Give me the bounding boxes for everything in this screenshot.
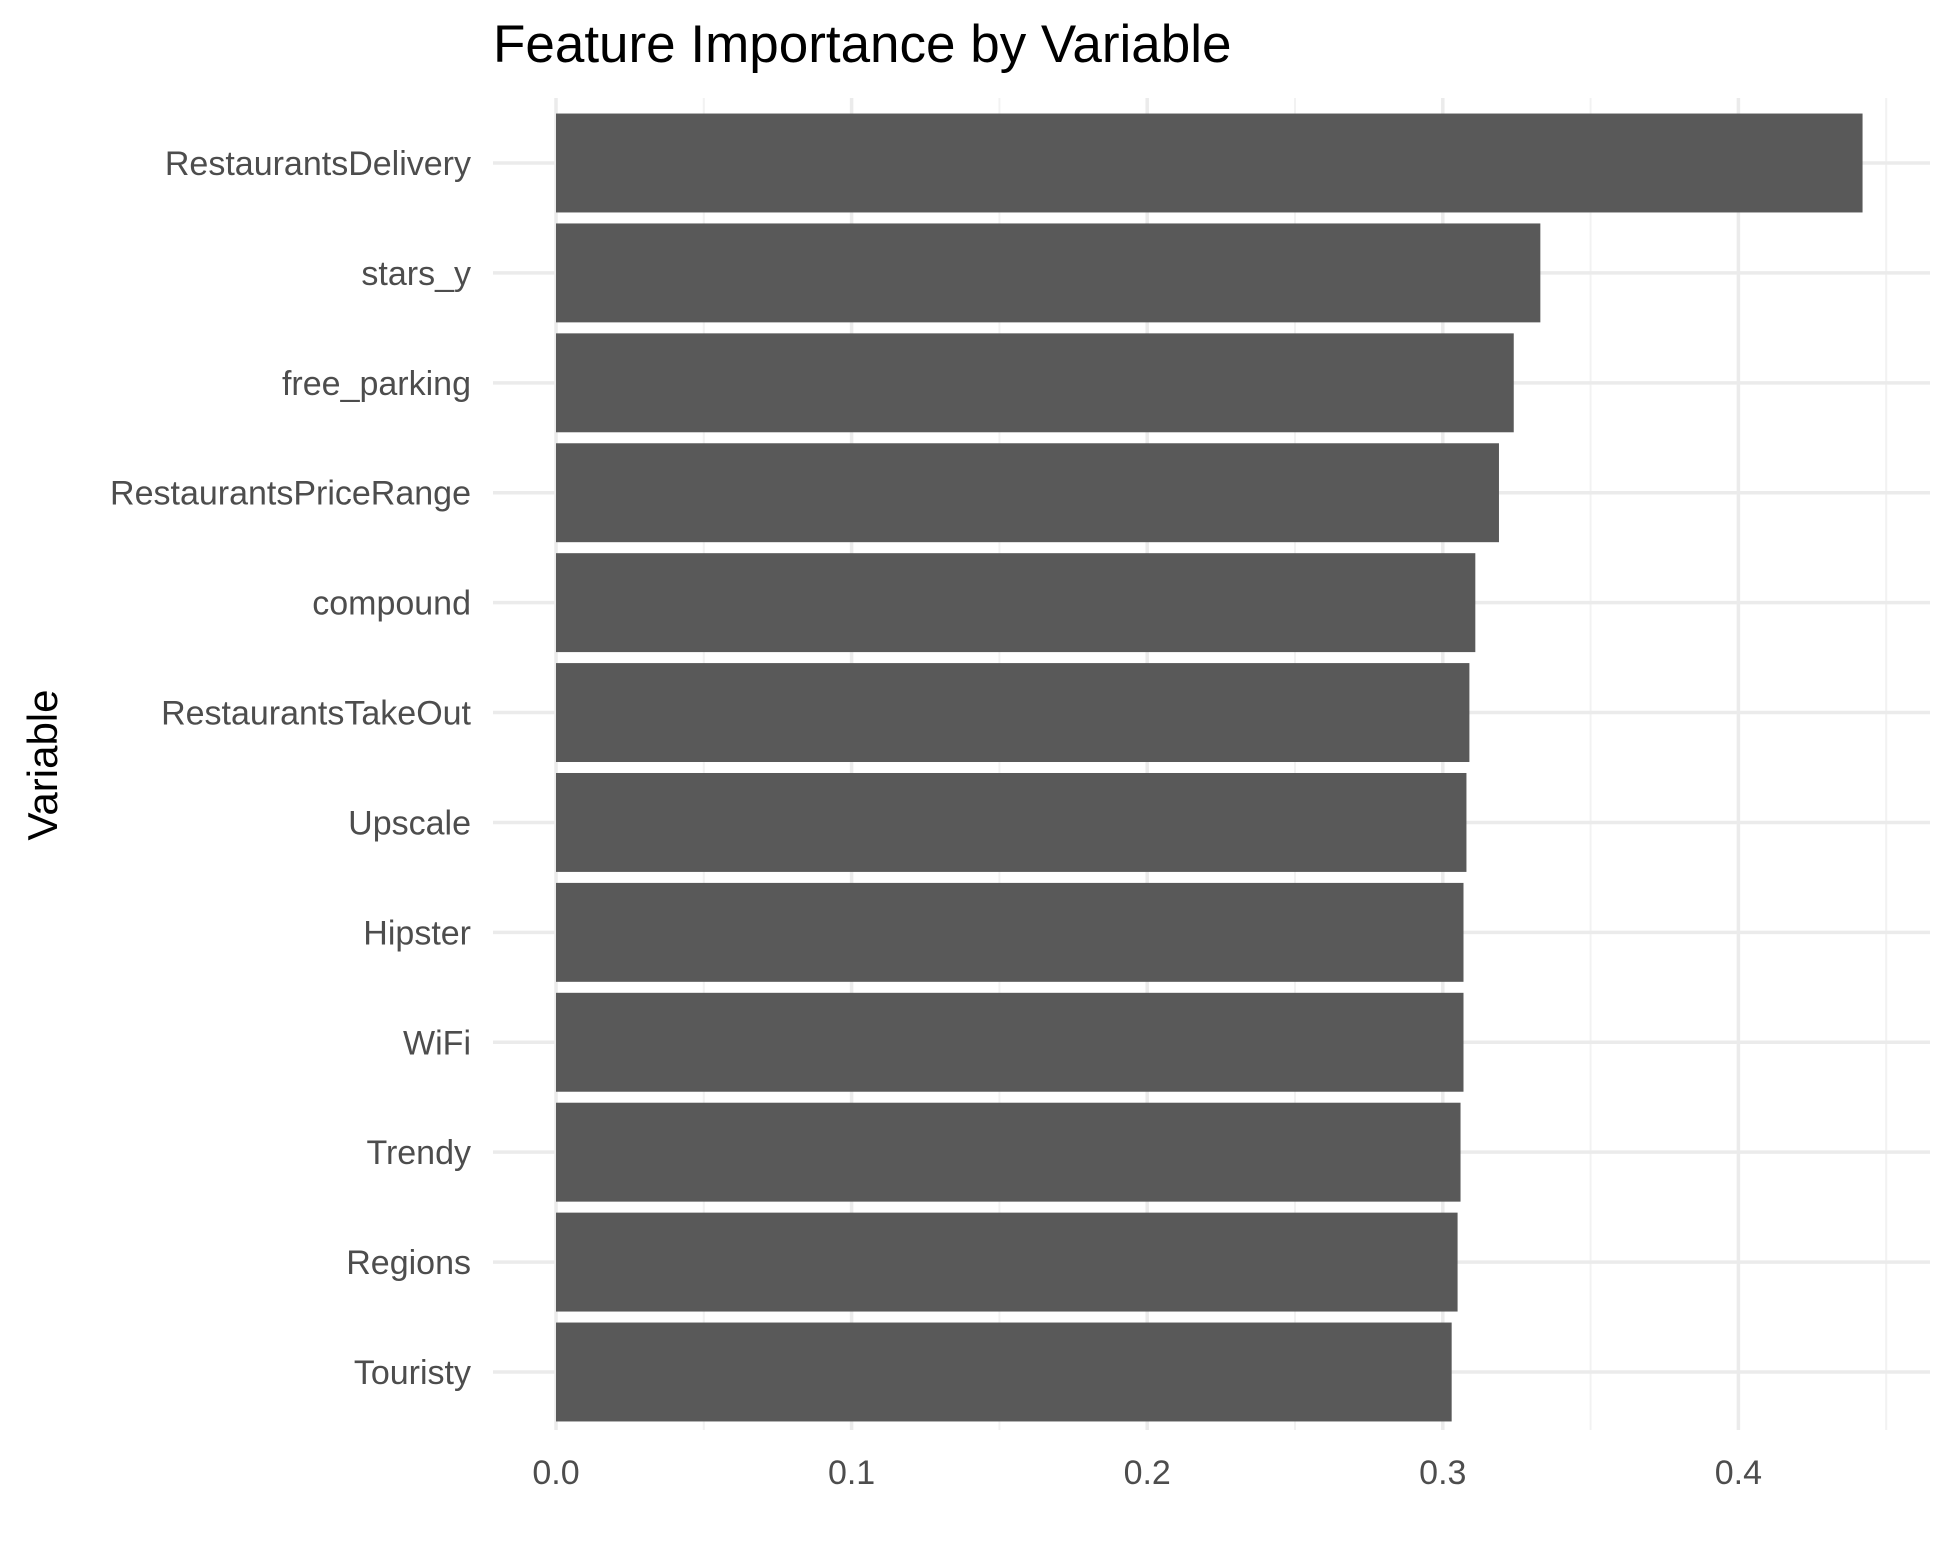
y-tick-label: Hipster [363,914,471,952]
y-tick-label: stars_y [361,255,471,293]
y-tick-label: compound [312,585,471,623]
bar [556,1212,1458,1312]
bar [556,992,1464,1092]
x-tick-label: 0.4 [1715,1454,1762,1492]
y-tick-label: RestaurantsPriceRange [110,475,471,513]
bar [556,113,1863,213]
bar [556,663,1470,763]
y-tick-label: Upscale [348,804,471,842]
chart-title: Feature Importance by Variable [493,15,1231,74]
x-axis-tick-labels: 0.0 0.1 0.2 0.3 0.4 [532,1454,1762,1492]
y-tick-label: Touristy [354,1354,471,1392]
bar [556,882,1464,982]
bars [556,113,1863,1422]
bar [556,1322,1452,1422]
y-tick-label: WiFi [403,1024,471,1062]
bar [556,772,1467,872]
bar [556,553,1476,653]
y-tick-label: Regions [346,1244,471,1282]
x-tick-label: 0.1 [828,1454,875,1492]
y-tick-label: RestaurantsDelivery [165,145,471,183]
y-tick-label: RestaurantsTakeOut [161,695,471,733]
bar [556,333,1514,433]
x-tick-label: 0.3 [1419,1454,1466,1492]
y-tick-label: free_parking [282,365,471,403]
x-tick-label: 0.0 [532,1454,579,1492]
bar [556,223,1541,323]
x-tick-label: 0.2 [1124,1454,1171,1492]
bar [556,443,1499,543]
bar [556,1102,1461,1202]
y-tick-label: Trendy [366,1134,471,1172]
y-axis-label: Variable [19,690,66,841]
y-axis-tick-labels: RestaurantsDelivery stars_y free_parking Re… [110,145,472,1392]
